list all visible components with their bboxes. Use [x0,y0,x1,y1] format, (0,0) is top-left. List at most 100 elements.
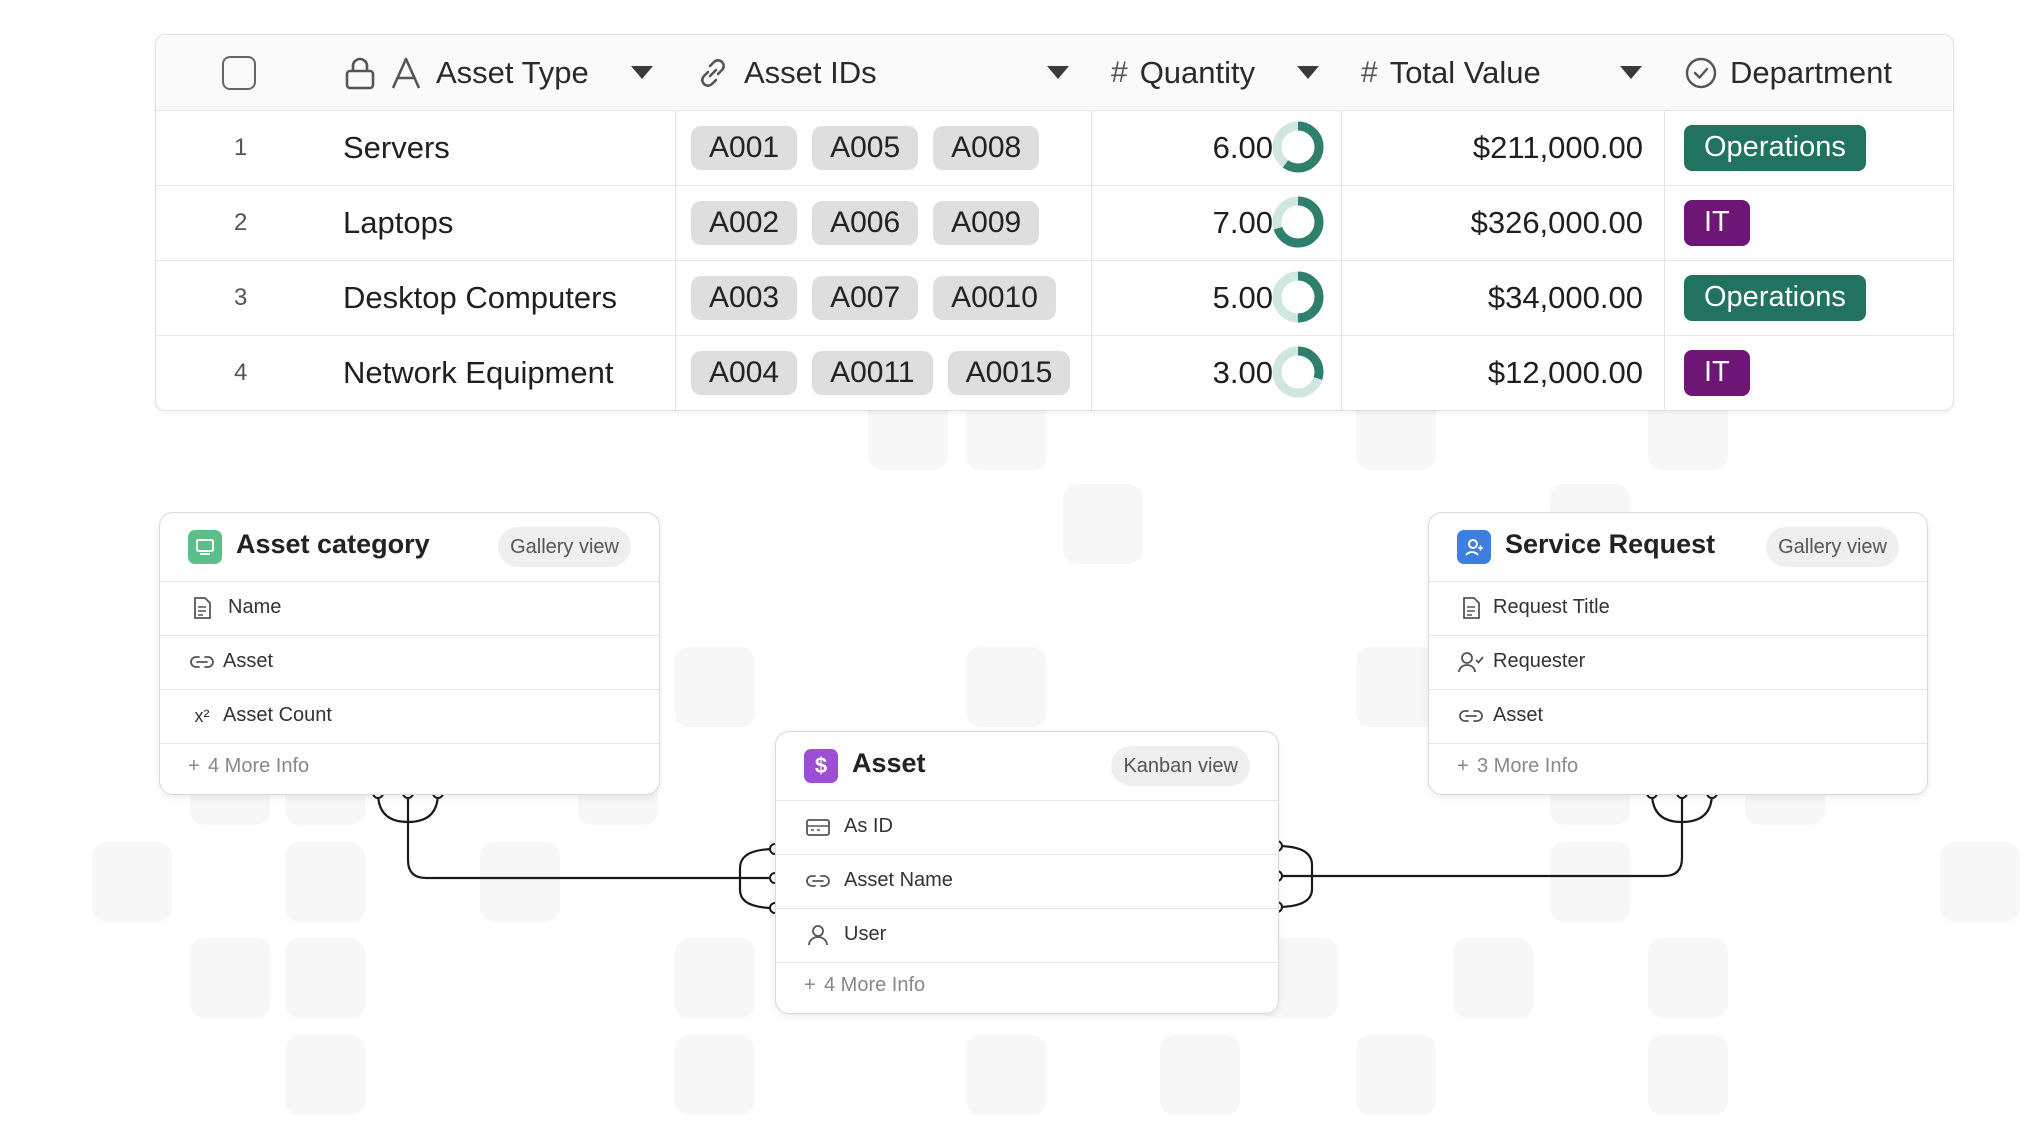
monitor-icon [188,530,222,564]
department-badge: IT [1684,199,1750,246]
field-row-user[interactable]: User [776,908,1278,963]
document-icon [188,594,216,622]
quantity-cell[interactable]: 7.00 [1212,204,1273,240]
asset-type-cell[interactable]: Servers [343,129,450,165]
quantity-cell[interactable]: 5.00 [1212,279,1273,315]
total-value-cell[interactable]: $211,000.00 [1472,129,1643,165]
field-label: Asset [223,650,274,672]
asset-table: Asset Type Asset IDs # Quantity # Total … [155,34,1954,411]
field-row-asset[interactable]: Asset [1429,689,1927,744]
column-label: Department [1730,54,1892,90]
table-row[interactable]: 2 Laptops A002 A006 A009 7.00 $326,000.0… [156,185,1953,261]
more-info-label: 4 More Info [208,755,310,777]
chevron-down-icon[interactable] [1047,66,1069,79]
card-header: Service Request Gallery view [1429,513,1927,582]
more-info-button[interactable]: + 3 More Info [1429,743,1927,791]
column-header-asset-ids[interactable]: Asset IDs [696,35,877,110]
row-number: 1 [234,133,248,161]
field-row-request-title[interactable]: Request Title [1429,581,1927,636]
column-label: Total Value [1389,54,1541,90]
total-value-cell[interactable]: $34,000.00 [1487,279,1643,315]
more-info-button[interactable]: + 4 More Info [160,743,659,791]
field-label: Request Title [1493,596,1610,618]
more-info-button[interactable]: + 4 More Info [776,962,1278,1010]
asset-id-chip[interactable]: A0015 [947,350,1071,395]
check-circle-icon [1685,57,1717,88]
progress-ring-fill [1272,196,1324,248]
asset-id-chip[interactable]: A008 [933,125,1040,170]
asset-id-chip[interactable]: A0010 [933,275,1056,320]
quantity-cell[interactable]: 6.00 [1212,129,1273,165]
table-row[interactable]: 3 Desktop Computers A003 A007 A0010 5.00… [156,260,1953,336]
field-label: As ID [844,815,893,837]
department-cell[interactable]: IT [1684,185,1750,260]
asset-ids-cell[interactable]: A002 A006 A009 [691,185,1054,260]
kanban-view-button[interactable]: Kanban view [1111,746,1250,786]
asset-type-cell[interactable]: Laptops [343,204,454,240]
asset-type-cell[interactable]: Network Equipment [343,354,614,390]
asset-id-chip[interactable]: A001 [691,125,798,170]
progress-ring-fill [1272,121,1324,173]
asset-id-chip[interactable]: A002 [691,200,798,245]
field-row-requester[interactable]: Requester [1429,635,1927,690]
gallery-view-button[interactable]: Gallery view [1766,527,1899,567]
plus-icon: + [188,755,200,777]
card-header: $ Asset Kanban view [776,732,1278,801]
asset-id-chip[interactable]: A004 [691,350,798,395]
field-label: Requester [1493,650,1586,672]
asset-ids-cell[interactable]: A001 A005 A008 [691,110,1054,185]
asset-id-chip[interactable]: A005 [812,125,919,170]
progress-ring-fill [1272,346,1324,398]
select-all-checkbox[interactable] [222,35,256,110]
asset-id-chip[interactable]: A009 [933,200,1040,245]
department-cell[interactable]: Operations [1684,110,1866,185]
column-label: Quantity [1139,54,1256,90]
asset-ids-cell[interactable]: A004 A0011 A0015 [691,335,1085,410]
service-request-card[interactable]: Service Request Gallery view Request Tit… [1428,512,1928,795]
asset-id-chip[interactable]: A003 [691,275,798,320]
number-icon: # [1111,55,1128,89]
column-header-department[interactable]: Department [1684,35,1892,110]
asset-id-chip[interactable]: A0011 [812,350,933,395]
gallery-view-button[interactable]: Gallery view [498,527,631,567]
chevron-down-icon[interactable] [1297,66,1319,79]
asset-ids-cell[interactable]: A003 A007 A0010 [691,260,1071,335]
link-icon [804,867,832,895]
field-row-as-id[interactable]: As ID [776,800,1278,855]
asset-card[interactable]: $ Asset Kanban view As ID Asset Name Use… [775,731,1279,1014]
column-header-quantity[interactable]: # Quantity [1111,35,1255,110]
field-row-name[interactable]: Name [160,581,659,636]
chevron-down-icon[interactable] [1620,66,1642,79]
column-label: Asset Type [436,54,589,90]
plus-icon: + [804,974,816,996]
total-value-cell[interactable]: $12,000.00 [1487,354,1643,390]
lock-icon [345,57,375,89]
document-icon [1457,594,1485,622]
column-header-total-value[interactable]: # Total Value [1361,35,1541,110]
user-check-icon [1457,648,1485,676]
plus-icon: + [1457,755,1469,777]
id-card-icon [804,813,832,841]
department-cell[interactable]: IT [1684,335,1750,410]
quantity-cell[interactable]: 3.00 [1212,354,1273,390]
department-cell[interactable]: Operations [1684,260,1866,335]
asset-id-chip[interactable]: A006 [812,200,919,245]
asset-id-chip[interactable]: A007 [812,275,919,320]
total-value-cell[interactable]: $326,000.00 [1470,204,1643,240]
chevron-down-icon[interactable] [631,66,653,79]
asset-type-cell[interactable]: Desktop Computers [343,279,617,315]
quantity-progress-ring [1272,121,1324,173]
field-row-asset-count[interactable]: x² Asset Count [160,689,659,744]
field-row-asset[interactable]: Asset [160,635,659,690]
table-row[interactable]: 4 Network Equipment A004 A0011 A0015 3.0… [156,335,1953,410]
asset-category-card[interactable]: Asset category Gallery view Name Asset x… [159,512,660,795]
user-icon [804,921,832,949]
column-label: Asset IDs [744,54,877,90]
department-badge: Operations [1684,274,1866,321]
field-label: Asset Count [223,704,332,726]
column-header-asset-type[interactable]: Asset Type [344,35,589,110]
field-label: Asset [1493,704,1544,726]
department-badge: IT [1684,349,1750,396]
table-row[interactable]: 1 Servers A001 A005 A008 6.00 $211,000.0… [156,110,1953,186]
field-row-asset-name[interactable]: Asset Name [776,854,1278,909]
